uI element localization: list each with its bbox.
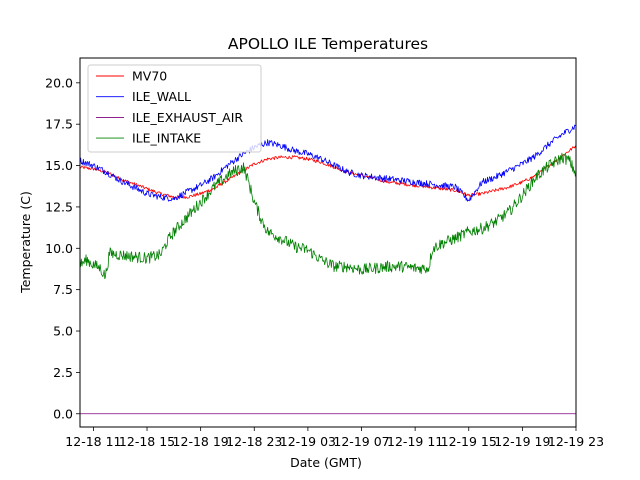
x-tick-label: 12-18 15 xyxy=(119,434,175,449)
x-tick-label: 12-18 11 xyxy=(65,434,121,449)
x-tick-label: 12-19 23 xyxy=(548,434,604,449)
y-tick-label: 7.5 xyxy=(53,282,73,297)
x-tick-label: 12-19 19 xyxy=(494,434,550,449)
y-tick-label: 0.0 xyxy=(53,406,73,421)
legend-label: ILE_EXHAUST_AIR xyxy=(132,110,243,125)
y-tick-label: 17.5 xyxy=(45,117,73,132)
legend-label: ILE_INTAKE xyxy=(132,131,201,146)
y-tick-label: 12.5 xyxy=(45,199,73,214)
x-tick-label: 12-19 07 xyxy=(333,434,389,449)
series-line-ile-wall xyxy=(79,124,577,202)
legend: MV70 ILE_WALL ILE_EXHAUST_AIR ILE_INTAKE xyxy=(87,64,262,153)
y-tick-label: 20.0 xyxy=(45,75,73,90)
y-tick-label: 15.0 xyxy=(45,158,73,173)
legend-label: ILE_WALL xyxy=(132,89,191,104)
legend-label: MV70 xyxy=(132,69,167,84)
legend-box xyxy=(87,64,262,153)
series-layer xyxy=(79,124,577,415)
plot-frame xyxy=(79,57,577,428)
chart-title: APOLLO ILE Temperatures xyxy=(228,35,428,53)
x-tick-label: 12-18 23 xyxy=(226,434,282,449)
x-tick-label: 12-19 03 xyxy=(280,434,336,449)
x-tick-label: 12-19 11 xyxy=(387,434,443,449)
y-tick-label: 5.0 xyxy=(53,324,73,339)
y-tick-label: 10.0 xyxy=(45,241,73,256)
series-line-mv70 xyxy=(79,145,577,200)
y-tick-label: 2.5 xyxy=(53,365,73,380)
x-axis-label: Date (GMT) xyxy=(290,455,362,470)
series-line-ile-intake xyxy=(79,152,577,280)
axes-layer xyxy=(79,57,577,428)
y-axis-label: Temperature (C) xyxy=(18,191,33,294)
x-tick-label: 12-19 15 xyxy=(441,434,497,449)
x-tick-label: 12-18 19 xyxy=(173,434,229,449)
